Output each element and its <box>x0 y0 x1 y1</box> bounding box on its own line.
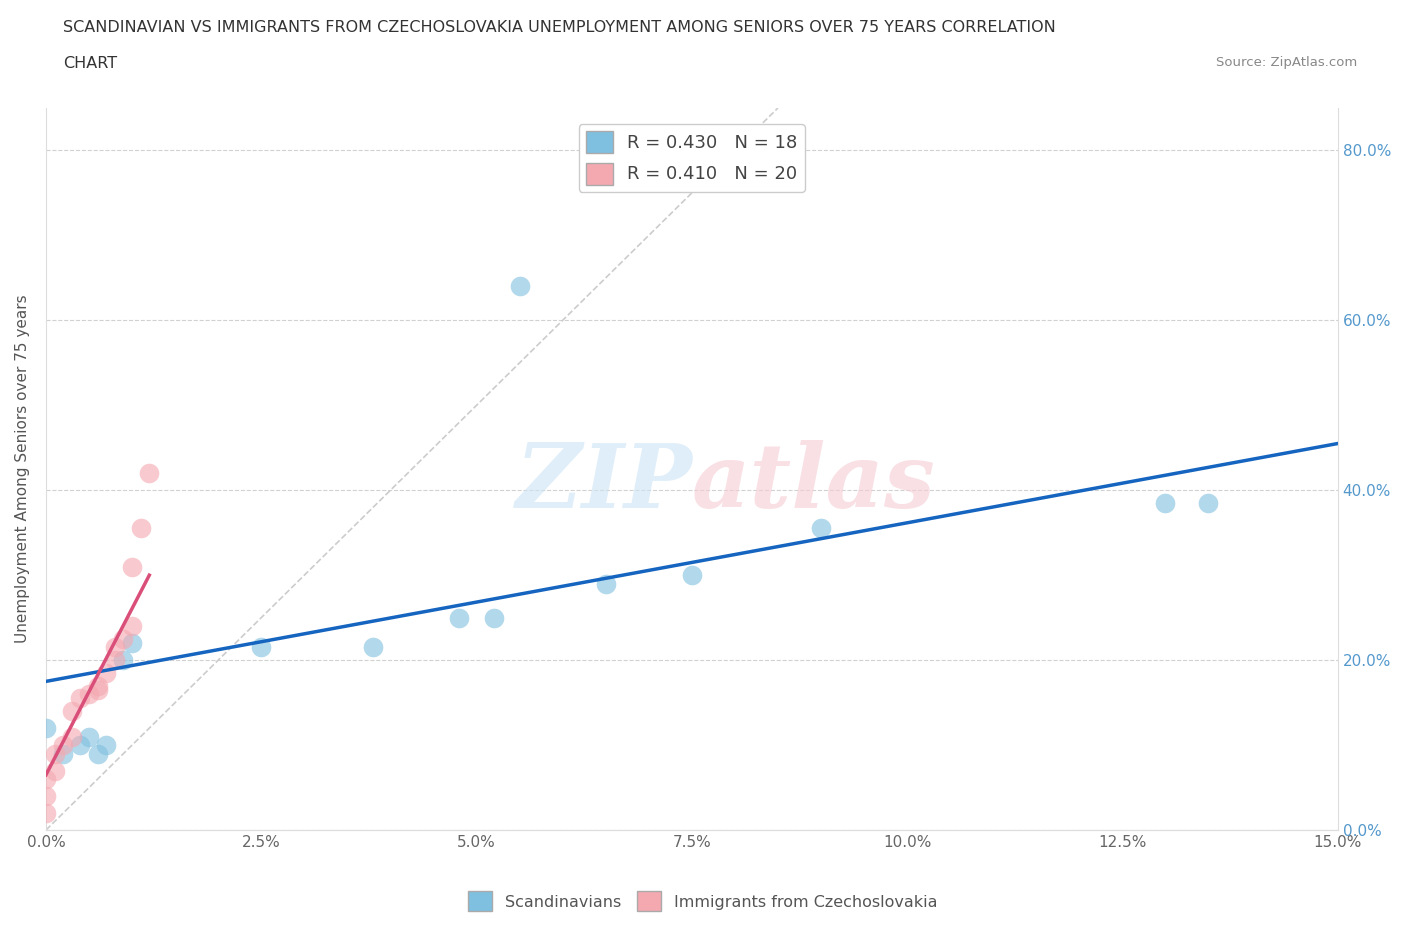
Text: Source: ZipAtlas.com: Source: ZipAtlas.com <box>1216 56 1357 69</box>
Point <box>250 640 273 655</box>
Text: CHART: CHART <box>63 56 117 71</box>
Point <box>52 737 75 752</box>
Point <box>35 772 58 787</box>
Point <box>138 466 160 481</box>
Point <box>44 764 66 778</box>
Point <box>595 577 617 591</box>
Legend: R = 0.430   N = 18, R = 0.410   N = 20: R = 0.430 N = 18, R = 0.410 N = 20 <box>579 125 804 192</box>
Point <box>96 737 118 752</box>
Point <box>104 653 127 668</box>
Point <box>35 805 58 820</box>
Point <box>482 610 505 625</box>
Point <box>129 521 152 536</box>
Point <box>86 746 108 761</box>
Point <box>121 618 143 633</box>
Legend: Scandinavians, Immigrants from Czechoslovakia: Scandinavians, Immigrants from Czechoslo… <box>463 885 943 917</box>
Point <box>35 789 58 804</box>
Point <box>104 640 127 655</box>
Point <box>449 610 471 625</box>
Point <box>121 559 143 574</box>
Y-axis label: Unemployment Among Seniors over 75 years: Unemployment Among Seniors over 75 years <box>15 295 30 644</box>
Point <box>810 521 832 536</box>
Point <box>35 721 58 736</box>
Point <box>1198 496 1220 511</box>
Point <box>77 729 100 744</box>
Point <box>52 746 75 761</box>
Point <box>361 640 384 655</box>
Point <box>121 636 143 651</box>
Point <box>77 686 100 701</box>
Text: SCANDINAVIAN VS IMMIGRANTS FROM CZECHOSLOVAKIA UNEMPLOYMENT AMONG SENIORS OVER 7: SCANDINAVIAN VS IMMIGRANTS FROM CZECHOSL… <box>63 20 1056 35</box>
Point <box>86 683 108 698</box>
Point <box>112 631 135 646</box>
Point <box>1154 496 1177 511</box>
Point <box>60 729 83 744</box>
Point <box>44 746 66 761</box>
Point <box>96 666 118 681</box>
Point <box>86 678 108 693</box>
Text: ZIP: ZIP <box>516 440 692 526</box>
Point <box>69 691 91 706</box>
Point <box>112 653 135 668</box>
Point <box>69 737 91 752</box>
Point <box>681 567 703 582</box>
Point <box>509 279 531 294</box>
Point <box>60 704 83 719</box>
Text: atlas: atlas <box>692 440 935 526</box>
